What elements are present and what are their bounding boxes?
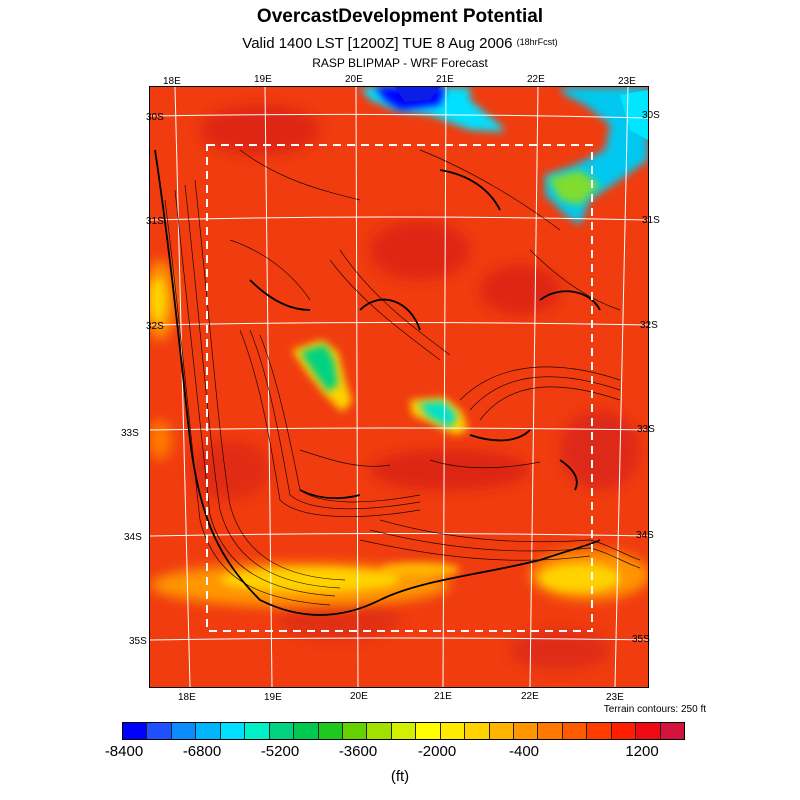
colorbar-label: -400 bbox=[508, 743, 540, 760]
lat-label-right: 35S bbox=[632, 634, 650, 645]
colorbar-swatch bbox=[611, 723, 637, 739]
model-label: RASP BLIPMAP - WRF Forecast bbox=[312, 56, 488, 70]
lat-label-left: 32S bbox=[146, 321, 164, 332]
terrain-contour-note: Terrain contours: 250 ft bbox=[603, 704, 706, 715]
colorbar-swatch bbox=[440, 723, 466, 739]
colorbar-swatch bbox=[538, 723, 563, 739]
colorbar-swatch bbox=[318, 723, 343, 739]
lon-label-top: 20E bbox=[345, 74, 363, 85]
valid-time: Valid 1400 LST [1200Z] TUE 8 Aug 2006 bbox=[242, 35, 513, 52]
yellow-core bbox=[150, 278, 620, 592]
lat-label-left: 33S bbox=[121, 428, 139, 439]
colorbar-swatch bbox=[367, 723, 392, 739]
colorbar-swatch bbox=[196, 723, 221, 739]
lat-label-left: 31S bbox=[146, 216, 164, 227]
colorbar-swatch bbox=[342, 723, 368, 739]
colorbar-swatch bbox=[587, 723, 612, 739]
negative-potential-regions bbox=[292, 87, 648, 435]
lat-label-right: 32S bbox=[640, 320, 658, 331]
lat-labels-left: 30S 31S 32S 33S 34S 35S bbox=[121, 112, 164, 647]
lon-label-bottom: 23E bbox=[606, 692, 624, 703]
colorbar-unit: (ft) bbox=[390, 768, 410, 785]
colorbar-swatch bbox=[416, 723, 441, 739]
lat-label-left: 35S bbox=[129, 636, 147, 647]
lon-label-bottom: 22E bbox=[521, 691, 539, 702]
colorbar-swatch bbox=[171, 723, 197, 739]
colorbar-swatch bbox=[489, 723, 514, 739]
inner-domain-box bbox=[206, 144, 593, 632]
colorbar-label: -2000 bbox=[417, 743, 457, 760]
lat-label-right: 30S bbox=[642, 110, 660, 121]
lat-label-right: 33S bbox=[637, 424, 655, 435]
colorbar-swatch bbox=[391, 723, 417, 739]
lon-labels-top: 18E 19E 20E 21E 22E 23E bbox=[163, 74, 636, 87]
terrain-contours bbox=[164, 149, 641, 606]
lat-label-right: 34S bbox=[636, 530, 654, 541]
colorbar-swatch bbox=[660, 723, 685, 739]
colorbar bbox=[122, 722, 685, 740]
colorbar-swatch bbox=[269, 723, 295, 739]
colorbar-swatch bbox=[220, 723, 246, 739]
lon-label-bottom: 19E bbox=[264, 692, 282, 703]
colorbar-swatch bbox=[123, 723, 148, 739]
lat-label-left: 30S bbox=[146, 112, 164, 123]
graticule bbox=[150, 87, 648, 687]
colorbar-label: -3600 bbox=[338, 743, 378, 760]
lat-labels-right: 30S 31S 32S 33S 34S 35S bbox=[632, 110, 660, 645]
lon-label-bottom: 20E bbox=[350, 691, 368, 702]
colorbar-swatch bbox=[514, 723, 539, 739]
forecast-hours: (18hrFcst) bbox=[516, 37, 558, 47]
colorbar-label: -6800 bbox=[182, 743, 222, 760]
colorbar-swatch bbox=[562, 723, 588, 739]
colorbar-swatch bbox=[147, 723, 172, 739]
chart-title: OvercastDevelopment Potential bbox=[256, 6, 544, 27]
lon-label-bottom: 18E bbox=[178, 692, 196, 703]
terrain-contours-bold bbox=[154, 149, 601, 616]
lon-label-top: 21E bbox=[436, 74, 454, 85]
lon-label-bottom: 21E bbox=[434, 691, 452, 702]
colorbar-label: 1200 bbox=[625, 743, 659, 760]
lon-label-top: 22E bbox=[527, 74, 545, 85]
lon-labels-bottom: 18E 19E 20E 21E 22E 23E bbox=[178, 691, 624, 703]
map-frame bbox=[149, 86, 649, 688]
colorbar-label: -5200 bbox=[260, 743, 300, 760]
colorbar-swatch bbox=[245, 723, 270, 739]
colorbar-swatch bbox=[294, 723, 319, 739]
lon-label-top: 19E bbox=[254, 74, 272, 85]
lat-label-right: 31S bbox=[642, 215, 660, 226]
lon-label-top: 23E bbox=[618, 76, 636, 87]
colorbar-label: -8400 bbox=[104, 743, 144, 760]
chart-subtitle: Valid 1400 LST [1200Z] TUE 8 Aug 2006 (1… bbox=[0, 35, 800, 52]
colorbar-swatch bbox=[465, 723, 490, 739]
lat-label-left: 34S bbox=[124, 532, 142, 543]
lon-label-top: 18E bbox=[163, 76, 181, 87]
colorbar-swatch bbox=[636, 723, 661, 739]
